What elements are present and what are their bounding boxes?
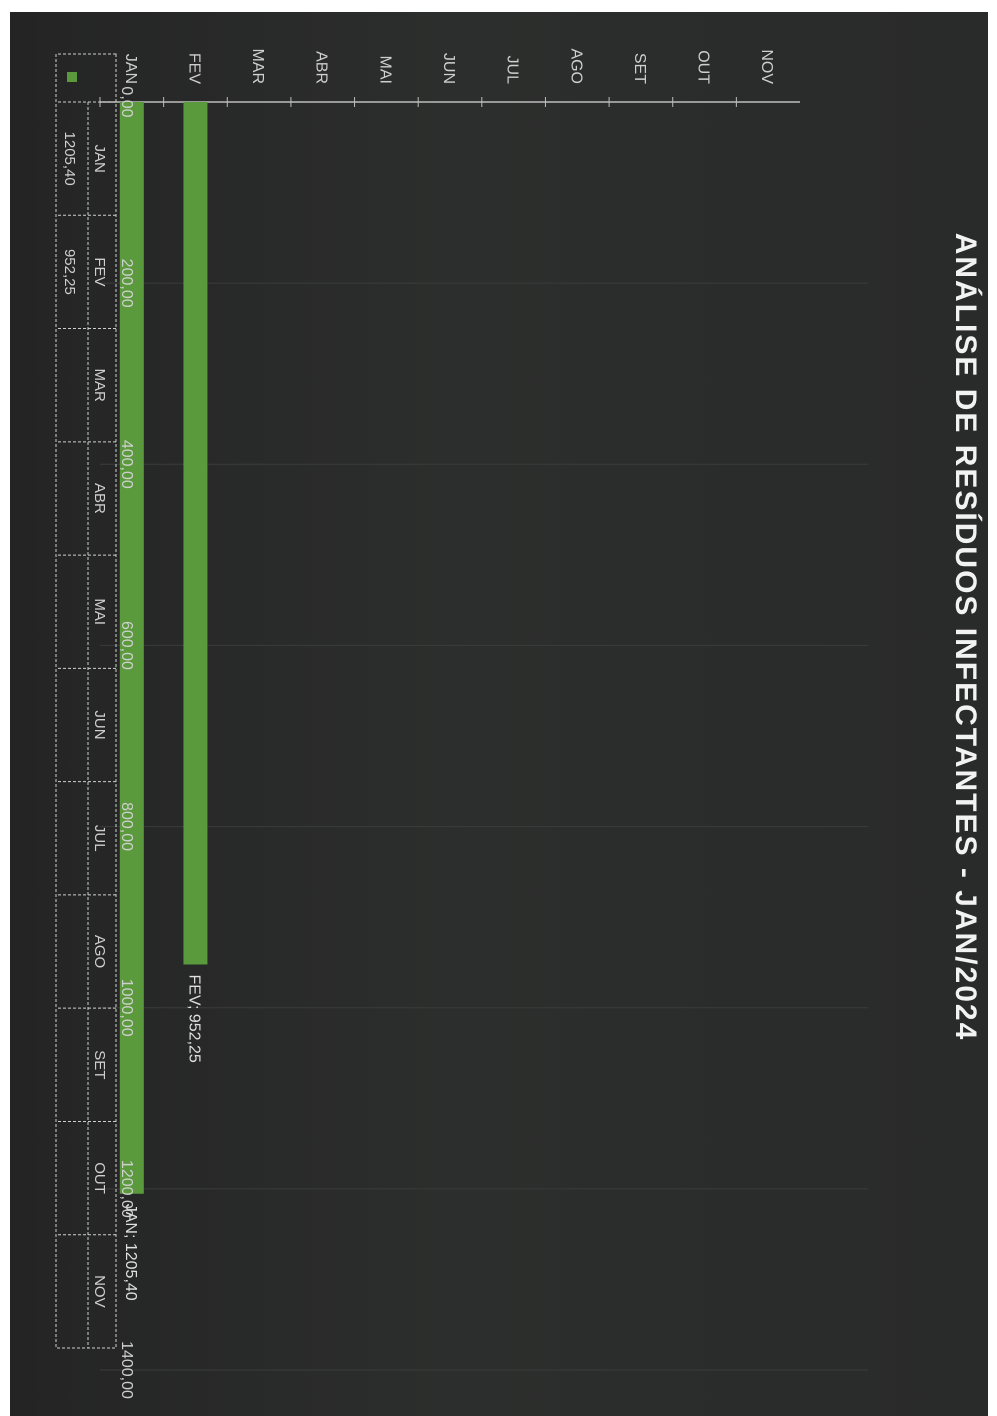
category-label: SET xyxy=(631,53,648,84)
data-table-header: AGO xyxy=(91,935,108,968)
data-table-header: JUL xyxy=(91,825,108,852)
legend-key-swatch xyxy=(67,72,77,82)
bars-group: JAN; 1205,40 FEV; 952,25 xyxy=(119,102,208,1301)
data-label: JAN; 1205,40 xyxy=(122,1204,139,1301)
value-tick-label: 400,00 xyxy=(118,440,135,489)
category-label: ABR xyxy=(313,51,330,84)
data-table-header: NOV xyxy=(91,1275,108,1308)
category-label: JUN xyxy=(440,53,457,84)
value-tick-label: 1400,00 xyxy=(118,1341,135,1399)
data-table-header: MAI xyxy=(91,598,108,625)
category-label: OUT xyxy=(695,50,712,84)
data-table-value: 1205,40 xyxy=(61,132,78,186)
category-axis: JAN FEV MAR ABR MAI JUN JUL AGO SET OUT NOV xyxy=(99,48,800,107)
category-label: JUL xyxy=(504,56,521,85)
data-table-value: 952,25 xyxy=(61,249,78,295)
data-table-header: ABR xyxy=(91,483,108,514)
chart-title: ANÁLISE DE RESÍDUOS INFECTANTES - JAN/20… xyxy=(949,233,983,1042)
bar xyxy=(183,102,208,965)
value-tick-label: 0,00 xyxy=(118,86,135,117)
chart-svg: ANÁLISE DE RESÍDUOS INFECTANTES - JAN/20… xyxy=(55,48,983,1399)
value-tick-label: 1000,00 xyxy=(118,979,135,1037)
data-table-border xyxy=(55,53,117,1349)
data-table-header: MAR xyxy=(91,369,108,403)
value-tick-label: 1200,00 xyxy=(118,1160,135,1218)
value-tick-label: 600,00 xyxy=(118,621,135,670)
category-label: JAN xyxy=(122,54,139,84)
data-label: FEV; 952,25 xyxy=(185,974,202,1062)
chart-page: ANÁLISE DE RESÍDUOS INFECTANTES - JAN/20… xyxy=(10,12,988,1416)
value-tick-label: 800,00 xyxy=(118,802,135,851)
data-table-header: OUT xyxy=(91,1162,108,1194)
bar xyxy=(119,102,144,1194)
value-axis: 0,00 200,00 400,00 600,00 800,00 1000,00 1200,… xyxy=(118,86,135,1399)
data-table-header: FEV xyxy=(91,257,108,286)
category-label: AGO xyxy=(567,48,584,84)
category-label: FEV xyxy=(185,53,202,84)
data-table-header: JAN xyxy=(91,144,108,172)
value-tick-label: 200,00 xyxy=(118,259,135,308)
category-label: NOV xyxy=(758,49,775,84)
data-table-header: SET xyxy=(91,1050,108,1079)
category-label: MAI xyxy=(376,56,393,84)
category-label: MAR xyxy=(249,48,266,84)
data-table: JAN 1205,40 FEV 952,25 MAR ABR MAI JUN JUL AGO SET… xyxy=(55,53,117,1349)
data-table-header: JUN xyxy=(91,710,108,739)
gridlines xyxy=(100,282,868,1371)
